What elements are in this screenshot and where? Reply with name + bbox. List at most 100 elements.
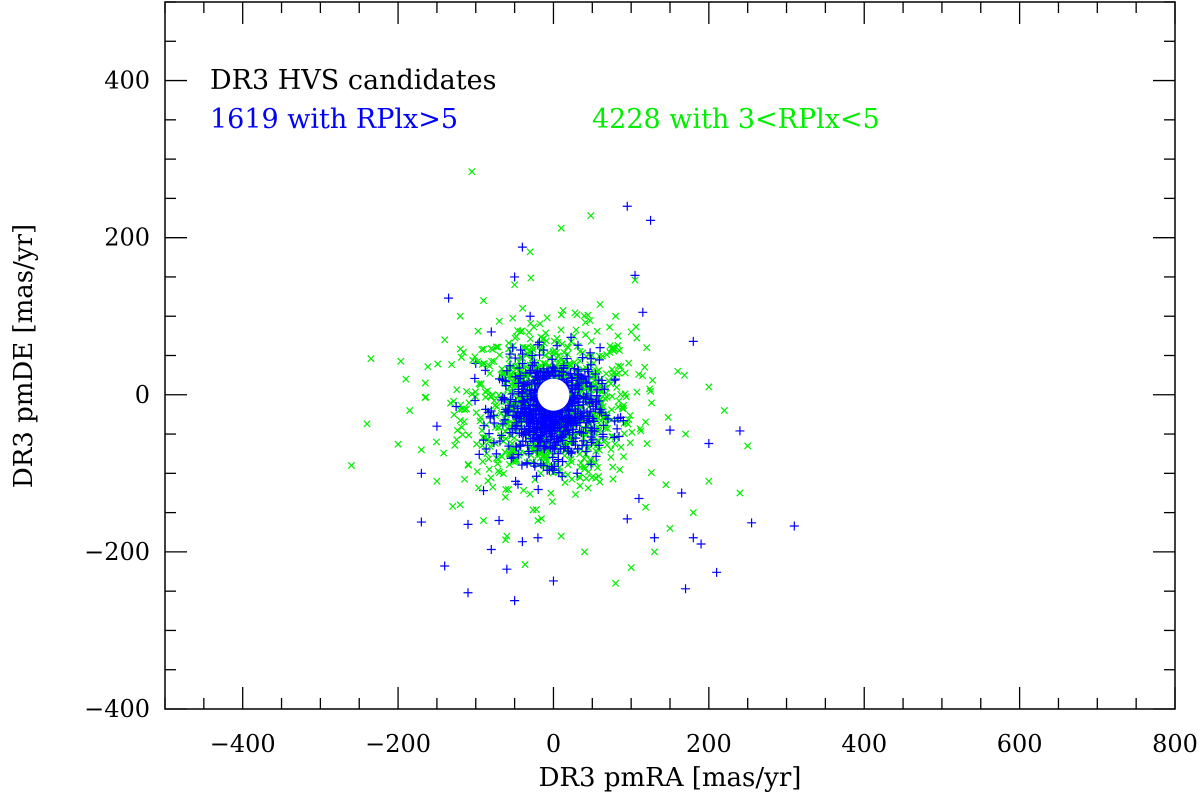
data-point-plus [495, 374, 505, 384]
data-point-plus [523, 441, 533, 451]
data-point-cross [394, 440, 402, 448]
data-point-cross [572, 326, 580, 334]
data-point-cross [526, 335, 534, 343]
data-point-plus [548, 464, 558, 474]
data-point-plus [484, 429, 494, 439]
data-point-cross [502, 419, 510, 427]
data-point-plus [525, 311, 535, 321]
data-point-plus [511, 396, 521, 406]
x-axis-title: DR3 pmRA [mas/yr] [539, 763, 802, 793]
series-layer [347, 168, 799, 606]
data-point-cross [527, 319, 535, 327]
data-point-plus [516, 416, 526, 426]
data-point-cross [488, 391, 497, 399]
data-point-cross [705, 477, 713, 485]
data-point-plus [528, 419, 538, 429]
data-point-plus [586, 432, 596, 442]
y-tick-label: 400 [104, 67, 150, 95]
data-point-cross [681, 430, 690, 438]
data-point-cross [537, 333, 545, 341]
data-point-cross [666, 524, 674, 532]
data-point-cross [486, 369, 494, 378]
data-point-plus [517, 388, 527, 398]
data-point-plus [522, 458, 532, 468]
data-point-cross [602, 370, 610, 378]
data-point-plus [566, 369, 576, 379]
data-point-plus [569, 412, 579, 422]
data-point-plus [573, 340, 583, 350]
data-point-plus [538, 416, 548, 426]
data-point-cross [601, 381, 609, 389]
data-point-cross [522, 351, 530, 360]
data-point-cross [641, 418, 650, 426]
data-point-cross [554, 338, 562, 347]
data-point-plus [579, 414, 589, 424]
data-point-cross [449, 502, 457, 511]
data-point-plus [498, 419, 508, 429]
data-point-plus [517, 537, 527, 547]
data-point-cross [609, 475, 617, 483]
data-point-cross [441, 336, 449, 344]
data-point-cross [603, 393, 611, 401]
data-point-plus [526, 394, 536, 404]
data-point-plus [588, 414, 598, 424]
data-point-plus [688, 533, 698, 543]
data-point-cross [680, 371, 689, 379]
data-point-plus [596, 408, 606, 418]
data-point-plus [576, 428, 586, 438]
data-point-plus [574, 383, 584, 393]
data-point-cross [397, 357, 405, 365]
data-point-cross [469, 356, 477, 364]
data-point-plus [578, 353, 588, 363]
data-point-plus [440, 561, 450, 571]
data-point-plus [585, 382, 595, 392]
data-point-cross [504, 339, 513, 347]
data-point-cross [548, 498, 556, 506]
data-point-plus [513, 450, 523, 460]
data-point-plus [585, 348, 595, 358]
data-point-plus [649, 533, 659, 543]
data-point-cross [607, 445, 615, 454]
data-point-plus [515, 373, 525, 383]
data-point-plus [520, 404, 530, 414]
data-point-plus [599, 384, 609, 394]
data-point-cross [577, 459, 585, 467]
data-point-cross [557, 224, 565, 232]
data-point-plus [735, 426, 745, 436]
data-point-plus [681, 584, 691, 594]
data-point-cross [526, 490, 534, 498]
data-point-plus [696, 539, 706, 549]
data-point-cross [424, 363, 432, 371]
data-point-plus [598, 420, 608, 430]
data-point-cross [607, 453, 615, 461]
data-point-plus [505, 361, 515, 371]
data-point-plus [646, 215, 656, 225]
data-point-plus [541, 411, 551, 421]
data-point-cross [647, 468, 655, 477]
data-point-plus [510, 272, 520, 282]
data-point-plus [539, 345, 549, 355]
data-point-plus [491, 449, 501, 459]
data-point-cross [603, 424, 612, 433]
data-point-cross [511, 334, 519, 342]
data-point-cross [617, 390, 625, 399]
data-point-plus [525, 428, 535, 438]
data-point-cross [650, 548, 659, 556]
data-point-cross [613, 383, 621, 392]
data-point-plus [533, 366, 543, 376]
data-point-plus [533, 442, 543, 452]
data-point-cross [477, 414, 485, 422]
data-point-cross [744, 442, 752, 450]
data-point-cross [481, 388, 489, 396]
data-point-plus [583, 364, 593, 374]
data-point-plus [545, 410, 555, 419]
data-point-cross [642, 503, 650, 511]
data-point-cross [573, 311, 581, 319]
data-point-cross [571, 490, 580, 499]
data-point-cross [563, 350, 572, 358]
data-point-cross [502, 485, 510, 494]
data-point-plus [547, 420, 557, 430]
data-point-plus [594, 440, 604, 450]
x-tick-label: 600 [997, 730, 1043, 758]
data-point-cross [478, 345, 486, 354]
